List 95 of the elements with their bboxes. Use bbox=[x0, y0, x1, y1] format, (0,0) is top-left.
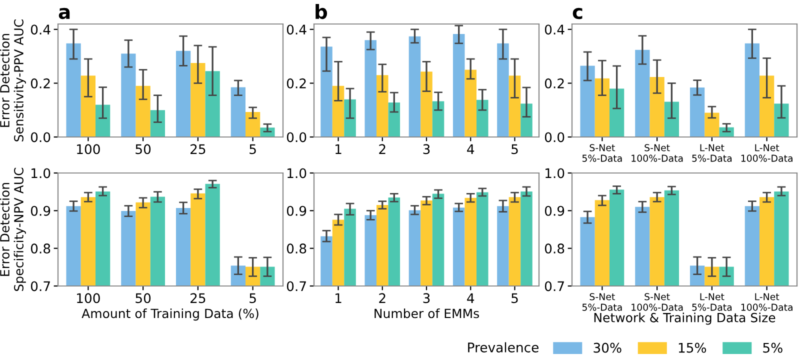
y-tick-label: 0.0 bbox=[286, 132, 306, 142]
x-tick-label: S-Net 5%-Data bbox=[582, 144, 622, 162]
x-tick-label: 3 bbox=[423, 144, 430, 154]
bar bbox=[476, 100, 488, 137]
y-tick-label: 0.2 bbox=[286, 78, 306, 88]
y-tick-label: 0.8 bbox=[544, 244, 564, 254]
x-tick-label: 5 bbox=[250, 144, 256, 154]
bar bbox=[432, 101, 444, 137]
bar bbox=[594, 78, 610, 137]
chart-title: c bbox=[572, 8, 582, 20]
legend-label: 15% bbox=[678, 342, 706, 353]
legend-label: 30% bbox=[594, 342, 622, 353]
bar bbox=[96, 104, 110, 137]
y-tick-label: 0.7 bbox=[30, 281, 50, 292]
x-tick-label: 25 bbox=[190, 293, 206, 304]
bar bbox=[610, 88, 624, 137]
bar bbox=[704, 112, 720, 137]
y-tick-label: 0.7 bbox=[544, 281, 564, 292]
y-tick-label: 0.9 bbox=[30, 206, 50, 216]
chart-title: a bbox=[58, 8, 70, 20]
bar bbox=[452, 34, 465, 137]
x-tick-label: 1 bbox=[336, 293, 342, 303]
x-tick-label: L-Net 5%-Data bbox=[692, 293, 732, 311]
x-axis-title: Amount of Training Data (%) bbox=[82, 308, 258, 321]
y-tick-label: 0.0 bbox=[544, 132, 564, 142]
x-tick-label: 5 bbox=[512, 293, 518, 304]
bar bbox=[650, 77, 664, 137]
y-tick-label: 0.4 bbox=[30, 24, 50, 35]
x-tick-label: L-Net 5%-Data bbox=[692, 144, 732, 162]
x-tick-label: 2 bbox=[379, 293, 386, 303]
y-tick-label: 0.0 bbox=[30, 132, 50, 142]
bar bbox=[635, 50, 650, 137]
x-tick-label: 25 bbox=[190, 144, 206, 154]
bar bbox=[364, 40, 376, 137]
x-tick-label: 3 bbox=[423, 293, 430, 304]
bar bbox=[388, 102, 400, 137]
bar bbox=[508, 76, 521, 137]
bar bbox=[121, 54, 136, 137]
y-tick-label: 0.2 bbox=[544, 78, 564, 88]
bar bbox=[376, 75, 388, 137]
bar bbox=[497, 43, 509, 137]
x-tick-label: 5 bbox=[250, 293, 256, 304]
bar bbox=[150, 110, 166, 137]
x-axis-title: Number of EMMs bbox=[374, 308, 479, 318]
y-tick-label: 0.9 bbox=[286, 206, 306, 216]
x-tick-label: S-Net 100%-Data bbox=[632, 144, 683, 162]
x-tick-label: 100 bbox=[77, 293, 100, 304]
x-tick-label: 50 bbox=[136, 293, 151, 304]
x-tick-label: L-Net 100%-Data bbox=[741, 293, 792, 311]
bar bbox=[420, 72, 432, 137]
x-tick-label: 100 bbox=[77, 144, 100, 154]
x-tick-label: S-Net 100%-Data bbox=[632, 293, 683, 311]
bar bbox=[230, 87, 246, 137]
bar bbox=[464, 70, 476, 137]
bar bbox=[176, 50, 191, 137]
bar bbox=[80, 76, 96, 137]
y-tick-label: 0.4 bbox=[544, 24, 564, 35]
x-tick-label: 4 bbox=[467, 144, 474, 154]
bar bbox=[664, 102, 680, 137]
x-tick-label: 2 bbox=[379, 144, 386, 154]
y-tick-label: 1.0 bbox=[288, 168, 306, 178]
bar bbox=[205, 71, 220, 137]
x-tick-label: 50 bbox=[136, 144, 151, 154]
y-tick-label: 1.0 bbox=[32, 168, 50, 178]
bar bbox=[408, 36, 421, 137]
y-tick-label: 0.9 bbox=[544, 206, 564, 216]
x-tick-label: 5 bbox=[512, 144, 518, 154]
y-tick-label: 1.0 bbox=[546, 168, 564, 178]
x-tick-label: 4 bbox=[467, 293, 474, 303]
legend-title: Prevalence bbox=[468, 342, 538, 352]
bar bbox=[774, 104, 789, 137]
bar bbox=[320, 46, 332, 137]
bar bbox=[580, 66, 595, 137]
x-tick-label: S-Net 5%-Data bbox=[582, 293, 622, 311]
bar bbox=[744, 43, 760, 137]
bar bbox=[332, 86, 344, 137]
bar bbox=[690, 87, 705, 137]
x-tick-label: 1 bbox=[336, 144, 342, 154]
y-tick-label: 0.8 bbox=[286, 244, 306, 254]
legend-label: 5% bbox=[763, 342, 782, 353]
chart-title: b bbox=[316, 4, 328, 20]
bar bbox=[190, 63, 206, 137]
y-tick-label: 0.7 bbox=[286, 281, 306, 292]
x-tick-label: L-Net 100%-Data bbox=[741, 144, 792, 162]
bar bbox=[66, 43, 81, 137]
bar bbox=[246, 112, 260, 137]
bar bbox=[520, 104, 532, 137]
y-axis-title: Error Detection Specificity-NPV AUC bbox=[0, 168, 26, 291]
bar bbox=[136, 86, 150, 137]
y-tick-label: 0.4 bbox=[286, 24, 306, 35]
y-axis-title: Error Detection Sensitivity-PPV AUC bbox=[0, 19, 26, 142]
bar bbox=[760, 76, 774, 137]
y-tick-label: 0.8 bbox=[30, 244, 50, 254]
x-axis-title: Network & Training Data Size bbox=[594, 312, 776, 325]
y-tick-label: 0.2 bbox=[30, 78, 50, 88]
